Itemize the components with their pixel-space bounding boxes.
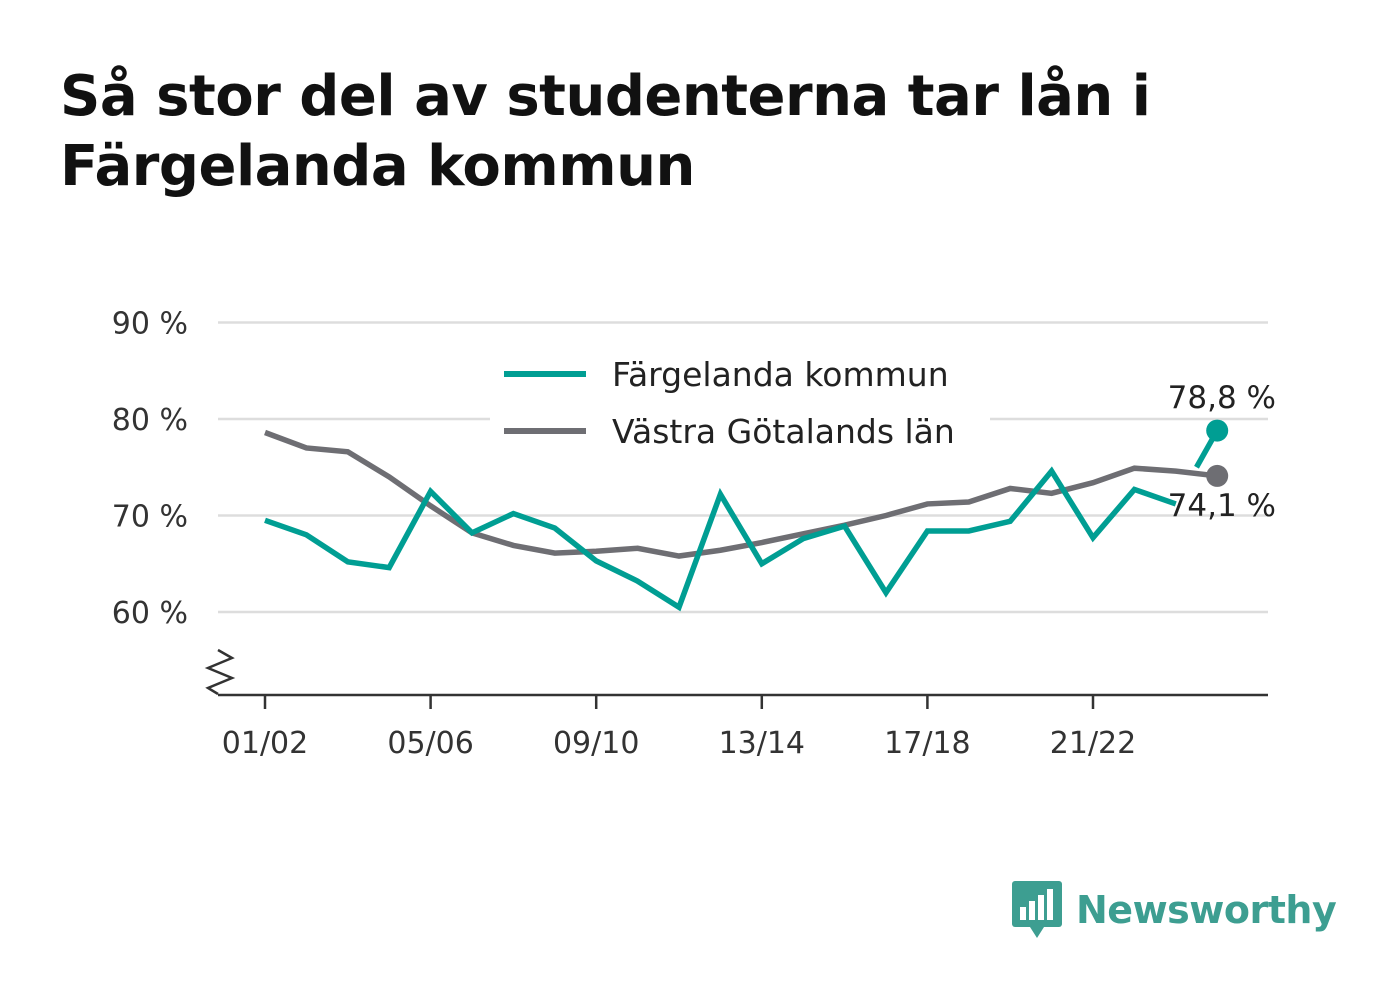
- chart-title: Så stor del av studenterna tar lån i Fär…: [60, 64, 1151, 199]
- end-point: [1206, 419, 1229, 442]
- x-tick-label: 21/22: [1050, 726, 1136, 761]
- x-tick-label: 17/18: [884, 726, 970, 761]
- end-labels: 78,8 % 74,1 %: [1168, 380, 1276, 524]
- end-value-label: 78,8 %: [1168, 380, 1276, 416]
- end-value-label: 74,1 %: [1168, 488, 1276, 524]
- y-tick-label: 90 %: [112, 307, 188, 342]
- legend-background: [490, 345, 990, 463]
- legend-label: Västra Götalands län: [612, 412, 955, 451]
- x-tick-label: 13/14: [719, 726, 805, 761]
- axes: 90 % 80 % 70 % 60 % 01/02 05/06 09/10 13/14 17/1…: [112, 307, 1268, 761]
- x-tick-label: 09/10: [553, 726, 639, 761]
- end-point: [1206, 464, 1229, 487]
- series-lines: [264, 419, 1229, 612]
- x-tick-label: 05/06: [387, 726, 473, 761]
- y-tick-label: 60 %: [112, 596, 188, 631]
- newsworthy-logo: Newsworthy: [1012, 880, 1337, 940]
- legend: Färgelanda kommun Västra Götalands län: [490, 345, 990, 463]
- axis-break: [204, 648, 236, 696]
- logo-text: Newsworthy: [1076, 888, 1337, 932]
- y-tick-label: 70 %: [112, 500, 188, 535]
- x-tick-label: 01/02: [222, 726, 308, 761]
- y-tick-label: 80 %: [112, 403, 188, 438]
- series-line: [264, 466, 1177, 612]
- gridlines: [218, 321, 1268, 614]
- bar-chart-bubble-icon: [1012, 881, 1062, 938]
- legend-label: Färgelanda kommun: [612, 355, 949, 394]
